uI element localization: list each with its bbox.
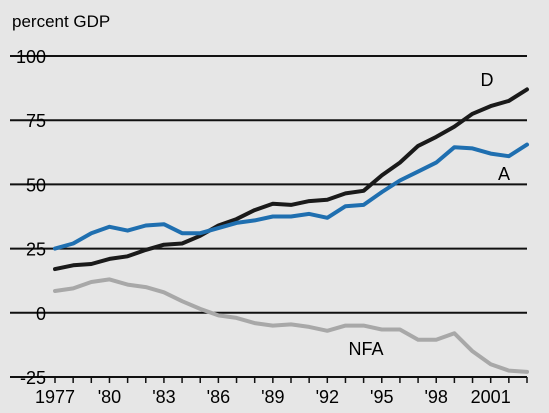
x-tick-label: 1977 [35, 387, 75, 407]
x-tick-label: '83 [152, 387, 175, 407]
y-tick-label: 0 [36, 304, 46, 324]
series-line-d [53, 87, 529, 272]
x-tick-label: '86 [207, 387, 230, 407]
y-tick-labels: 100 75 50 25 0 -25 [16, 47, 46, 388]
series-lines [53, 87, 529, 374]
y-axis-unit-label: percent GDP [12, 12, 110, 31]
series-label-nfa: NFA [348, 339, 383, 359]
series-label-d: D [481, 70, 494, 90]
series-line-nfa [53, 277, 529, 374]
series-line-a [53, 142, 529, 251]
x-tick-label: '95 [370, 387, 393, 407]
y-tick-label: 75 [26, 111, 46, 131]
y-tick-label: 100 [16, 47, 46, 67]
y-tick-label: 50 [26, 175, 46, 195]
x-tick-label: '98 [424, 387, 447, 407]
x-tick-label: '89 [261, 387, 284, 407]
x-tick-labels: 1977 '80 '83 '86 '89 '92 '95 '98 2001 [35, 387, 511, 407]
y-tick-label: 25 [26, 240, 46, 260]
series-labels: D A NFA [348, 70, 510, 359]
series-label-a: A [498, 164, 510, 184]
x-tick-marks [54, 377, 528, 383]
gridlines [10, 55, 527, 378]
x-tick-label: '80 [98, 387, 121, 407]
y-tick-label: -25 [20, 368, 46, 388]
x-tick-label: 2001 [471, 387, 511, 407]
x-tick-label: '92 [316, 387, 339, 407]
